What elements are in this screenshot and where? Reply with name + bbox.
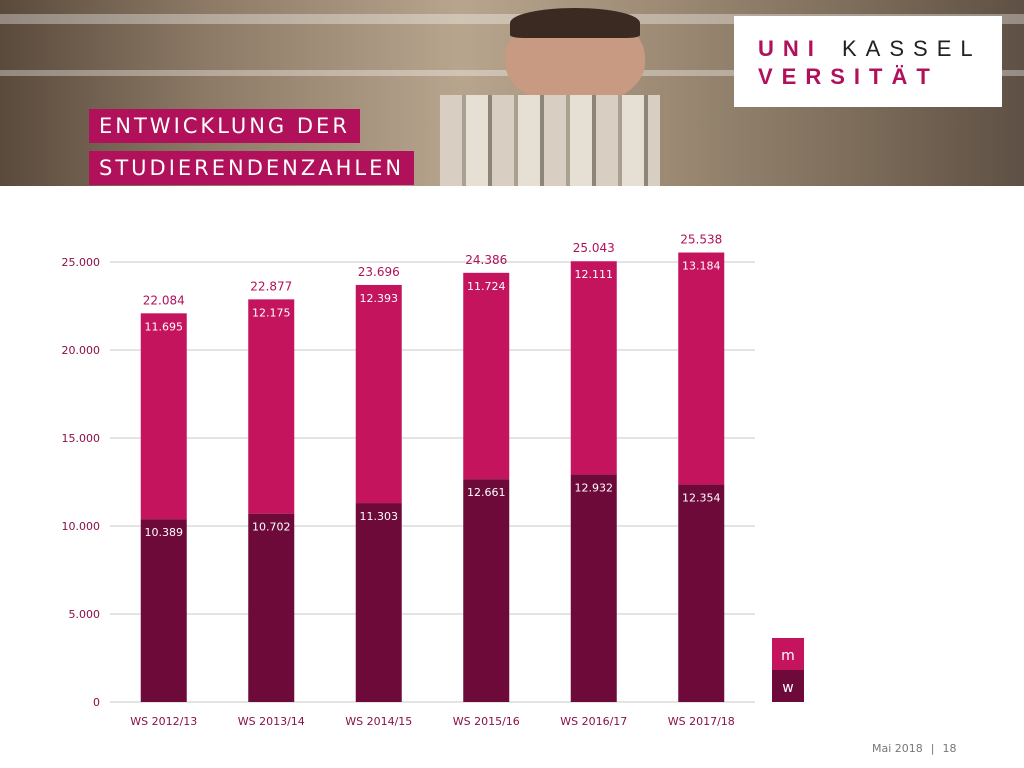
- logo-text: KASSEL: [842, 36, 982, 61]
- data-label: 11.303: [360, 510, 399, 523]
- bar-segment: [678, 484, 725, 702]
- data-label: 12.175: [252, 306, 291, 319]
- total-label: 25.538: [680, 233, 722, 247]
- legend-label: m: [781, 648, 795, 664]
- legend-swatch: [772, 670, 804, 702]
- y-tick-label: 15.000: [62, 432, 101, 445]
- y-tick-label: 10.000: [62, 520, 101, 533]
- y-tick-label: 20.000: [62, 344, 101, 357]
- bar-segment: [248, 513, 295, 702]
- bar-segment: [463, 479, 510, 702]
- photo-books: [440, 95, 660, 186]
- x-tick-label: WS 2013/14: [238, 715, 305, 728]
- title-line: STUDIERENDENZAHLEN: [89, 151, 415, 185]
- logo: UNI KASSEL VERSITÄT: [734, 16, 1002, 107]
- data-label: 12.661: [467, 486, 506, 499]
- data-label: 12.393: [360, 292, 399, 305]
- total-label: 22.877: [250, 279, 292, 293]
- total-label: 23.696: [358, 265, 400, 279]
- bar-segment: [355, 503, 402, 702]
- footer: Mai 2018 | 18: [872, 742, 965, 755]
- total-label: 22.084: [143, 293, 185, 307]
- data-label: 11.724: [467, 280, 506, 293]
- bar-segment: [570, 261, 617, 475]
- title-line: ENTWICKLUNG DER: [89, 109, 360, 143]
- photo-person: [510, 8, 640, 38]
- footer-date: Mai 2018: [872, 742, 923, 755]
- y-tick-label: 5.000: [69, 608, 101, 621]
- x-tick-label: WS 2012/13: [130, 715, 197, 728]
- legend-label: w: [782, 680, 793, 696]
- legend-swatch: [772, 638, 804, 670]
- data-label: 12.111: [575, 268, 614, 281]
- bar-segment: [248, 299, 295, 514]
- bar-segment: [140, 313, 187, 520]
- bar-segment: [463, 272, 510, 480]
- data-label: 10.702: [252, 521, 291, 534]
- y-tick-label: 0: [93, 696, 100, 709]
- y-tick-label: 25.000: [62, 256, 101, 269]
- x-tick-label: WS 2015/16: [453, 715, 520, 728]
- data-label: 11.695: [145, 320, 184, 333]
- data-label: 10.389: [145, 526, 184, 539]
- data-label: 13.184: [682, 260, 721, 273]
- logo-text: UNI: [758, 36, 823, 61]
- bar-segment: [140, 519, 187, 702]
- x-tick-label: WS 2017/18: [668, 715, 735, 728]
- data-label: 12.354: [682, 492, 721, 505]
- bar-segment: [355, 284, 402, 504]
- bar-segment: [678, 252, 725, 485]
- x-tick-label: WS 2016/17: [560, 715, 627, 728]
- total-label: 25.043: [573, 241, 615, 255]
- x-tick-label: WS 2014/15: [345, 715, 412, 728]
- total-label: 24.386: [465, 253, 507, 267]
- bar-segment: [570, 474, 617, 702]
- footer-separator: |: [930, 742, 935, 755]
- logo-text: VERSITÄT: [758, 64, 939, 89]
- data-label: 12.932: [575, 481, 614, 494]
- page-number: 18: [942, 742, 957, 755]
